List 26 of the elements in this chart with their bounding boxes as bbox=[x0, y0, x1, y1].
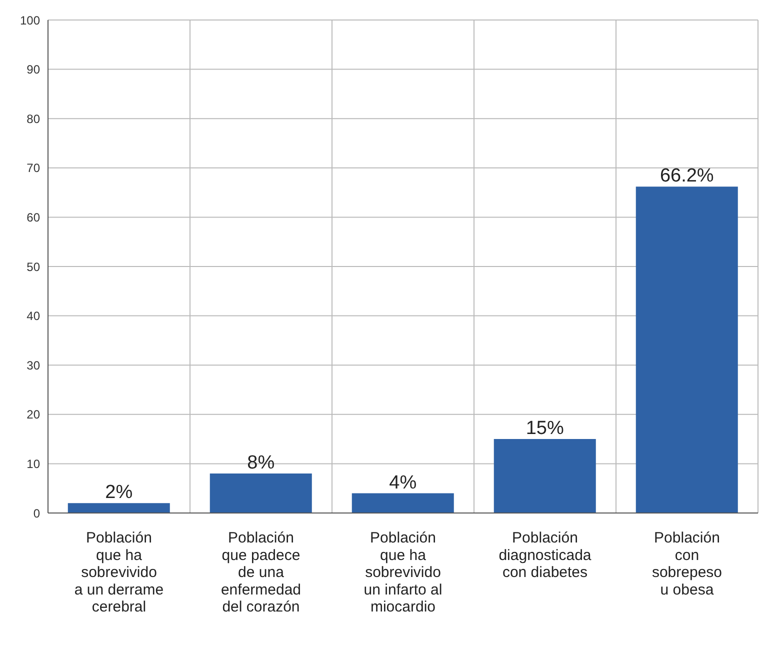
bar bbox=[352, 493, 454, 513]
data-label: 4% bbox=[389, 472, 417, 494]
y-tick-label: 40 bbox=[26, 309, 40, 324]
y-tick-label: 80 bbox=[26, 112, 40, 126]
data-label: 2% bbox=[105, 482, 133, 504]
bar bbox=[494, 439, 596, 513]
x-tick-label: Población con sobrepeso u obesa bbox=[652, 530, 722, 598]
y-tick-label: 10 bbox=[26, 456, 40, 471]
x-tick-label: Población diagnosticada con diabetes bbox=[498, 530, 592, 581]
y-tick-label: 70 bbox=[26, 161, 40, 176]
y-tick-label: 50 bbox=[26, 260, 40, 274]
y-tick-label: 30 bbox=[26, 358, 40, 372]
y-tick-label: 0 bbox=[33, 506, 40, 520]
y-tick-label: 100 bbox=[20, 13, 40, 28]
y-tick-label: 60 bbox=[26, 210, 40, 224]
bar bbox=[68, 503, 170, 513]
data-label: 15% bbox=[526, 418, 564, 440]
x-tick-label: Población que padece de una enfermedad del corazón bbox=[220, 530, 302, 616]
y-tick-label: 20 bbox=[26, 408, 40, 422]
data-label: 66.2% bbox=[660, 166, 714, 187]
x-tick-label: Población que ha sobrevivido un infarto al miocardio bbox=[364, 530, 442, 616]
x-tick-label: Población que ha sobrevivido a un derrame cerebral bbox=[74, 530, 164, 616]
bar bbox=[636, 186, 738, 513]
data-label: 8% bbox=[247, 452, 275, 474]
y-tick-label: 90 bbox=[26, 62, 40, 77]
bar bbox=[210, 474, 312, 513]
